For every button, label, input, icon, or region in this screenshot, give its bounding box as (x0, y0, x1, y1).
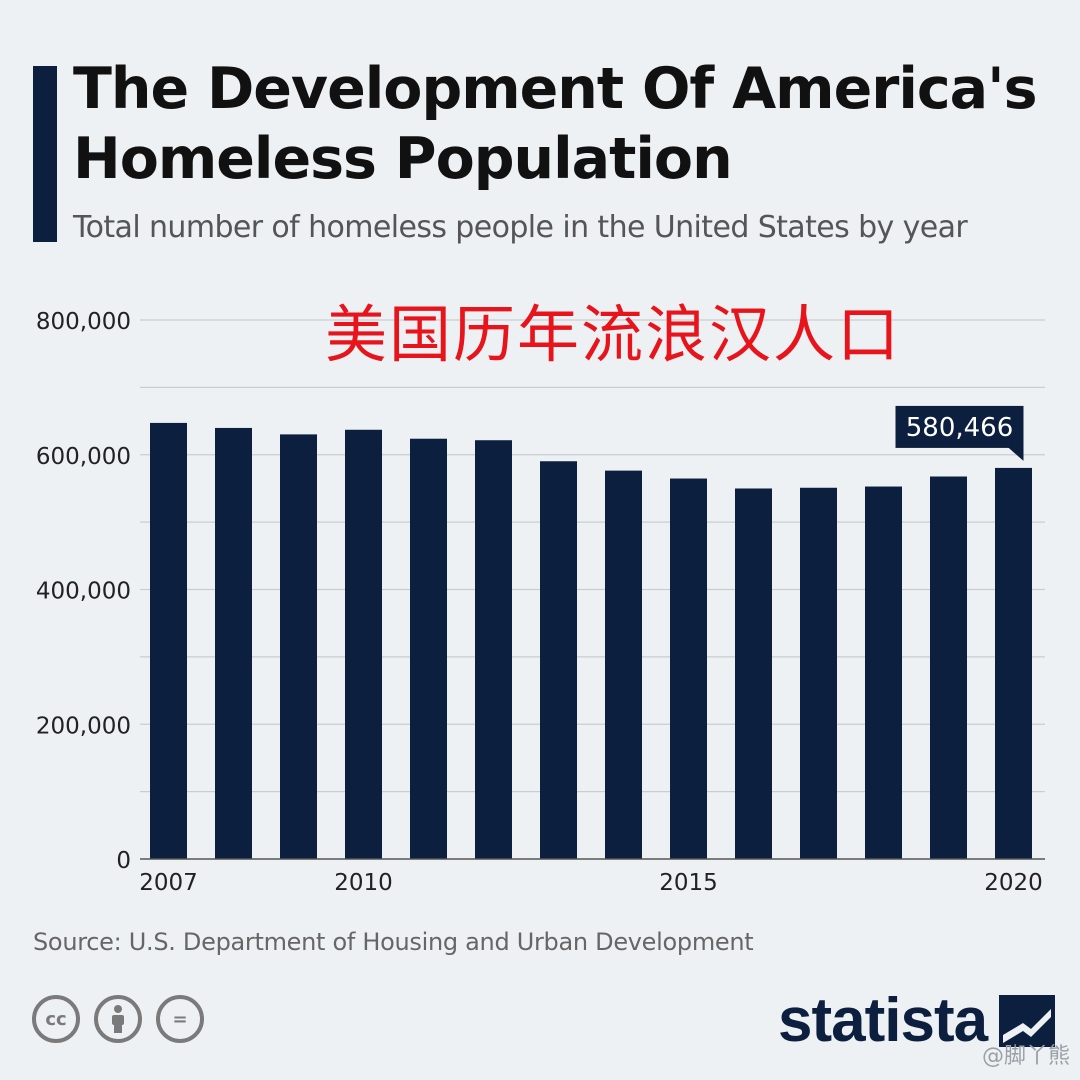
bar (995, 467, 1032, 859)
data-label-callout: 580,466 (906, 413, 1014, 443)
bar (605, 470, 642, 859)
callout-pointer (1007, 446, 1024, 461)
bar (800, 487, 837, 859)
bar (150, 422, 187, 859)
bar (475, 440, 512, 859)
callout-box (895, 405, 1024, 448)
bar (670, 478, 707, 859)
bar (280, 434, 317, 859)
logo-wordmark: statista (778, 986, 988, 1055)
bar (930, 476, 967, 859)
y-tick-label: 600,000 (36, 444, 131, 470)
x-tick-label: 2015 (659, 870, 718, 896)
x-tick-label: 2020 (984, 870, 1043, 896)
statista-logo[interactable]: statista (778, 985, 1056, 1056)
attribution-icon[interactable] (94, 995, 142, 1043)
title-accent-bar (33, 66, 57, 242)
y-tick-label: 400,000 (36, 579, 131, 605)
bar (540, 461, 577, 859)
bar (345, 429, 382, 859)
person-glyph (112, 1005, 124, 1033)
bar (865, 486, 902, 859)
bar (410, 438, 447, 859)
chart-title: The Development Of America's Homeless Po… (73, 56, 1038, 192)
x-tick-label: 2007 (139, 870, 198, 896)
bar (735, 488, 772, 859)
chart-subtitle: Total number of homeless people in the U… (73, 210, 968, 245)
bar (215, 427, 252, 859)
watermark: @脚丫熊 (981, 1044, 1070, 1069)
overlay-chinese-caption: 美国历年流浪汉人口 (325, 298, 902, 371)
y-tick-label: 0 (116, 848, 131, 874)
license-icons: cc = (32, 995, 204, 1043)
no-derivatives-icon[interactable]: = (156, 995, 204, 1043)
y-tick-label: 200,000 (36, 713, 131, 739)
cc-icon[interactable]: cc (32, 995, 80, 1043)
y-tick-label: 800,000 (36, 309, 131, 335)
source-note: Source: U.S. Department of Housing and U… (33, 928, 754, 956)
x-tick-label: 2010 (334, 870, 393, 896)
bar-chart: 0 200,000 400,000 600,000 800,000 2007 2010 201… (36, 309, 1045, 896)
statista-mark-icon (999, 994, 1056, 1047)
